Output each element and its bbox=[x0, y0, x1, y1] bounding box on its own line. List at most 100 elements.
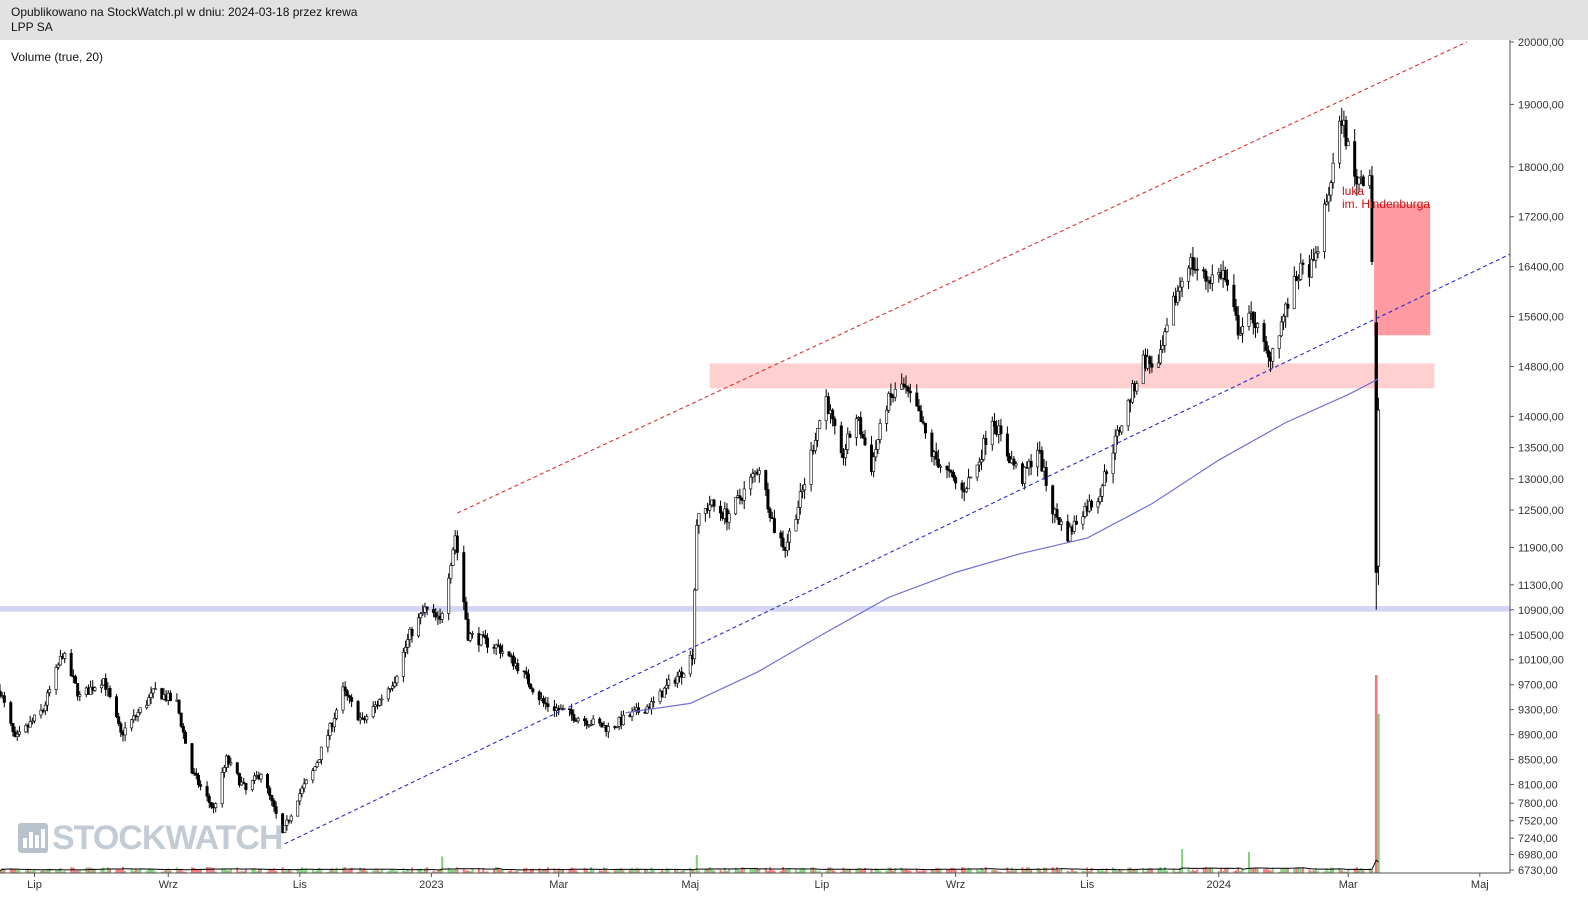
volume-bar bbox=[1105, 868, 1108, 873]
volume-bar bbox=[335, 867, 338, 873]
candle-body bbox=[977, 461, 981, 466]
candle-body bbox=[785, 541, 789, 551]
volume-bar bbox=[902, 869, 905, 873]
volume-bar bbox=[587, 871, 590, 873]
volume-bar bbox=[1015, 869, 1018, 873]
volume-bar bbox=[915, 868, 918, 873]
volume-bar bbox=[152, 868, 155, 873]
volume-bar bbox=[1250, 867, 1253, 873]
volume-bar bbox=[1073, 870, 1076, 873]
volume-bar bbox=[674, 869, 677, 873]
candle-body bbox=[1247, 312, 1251, 327]
volume-bar bbox=[529, 869, 532, 873]
gap-annotation-line1: luka bbox=[1342, 184, 1365, 198]
trend-lines-layer bbox=[284, 41, 1511, 845]
volume-bar bbox=[900, 867, 903, 873]
candle-body bbox=[147, 697, 151, 706]
volume-bar bbox=[1146, 868, 1149, 873]
candle-body bbox=[229, 762, 233, 765]
volume-bar bbox=[61, 871, 64, 873]
candle-body bbox=[151, 688, 155, 694]
volume-bar bbox=[1142, 868, 1145, 873]
candle-body bbox=[516, 663, 520, 672]
candle-body bbox=[380, 698, 384, 701]
volume-bar bbox=[145, 870, 148, 873]
candle-body bbox=[1115, 429, 1119, 437]
candle-body bbox=[572, 714, 576, 721]
volume-bar bbox=[106, 867, 109, 873]
volume-bar bbox=[933, 869, 936, 873]
candle-body bbox=[615, 726, 619, 728]
volume-bar bbox=[646, 869, 649, 873]
candle-body bbox=[209, 802, 213, 808]
volume-bar bbox=[799, 869, 802, 873]
volume-bar bbox=[1202, 867, 1205, 873]
volume-bar bbox=[393, 870, 396, 873]
candle-body bbox=[356, 701, 360, 721]
volume-bar bbox=[909, 870, 912, 873]
y-tick-label: 11300,00 bbox=[1518, 580, 1563, 592]
volume-bar bbox=[605, 868, 608, 873]
volume-bar bbox=[223, 869, 226, 873]
volume-bar bbox=[1308, 869, 1311, 873]
candle-body bbox=[0, 690, 2, 697]
volume-bar bbox=[689, 867, 692, 873]
volume-bar bbox=[801, 867, 804, 873]
candle-body bbox=[930, 432, 934, 457]
candle-body bbox=[794, 519, 798, 532]
volume-bar bbox=[514, 870, 517, 873]
volume-bar bbox=[348, 868, 351, 873]
candle-body bbox=[315, 762, 319, 768]
zones-layer bbox=[0, 204, 1510, 612]
candle-body bbox=[74, 676, 78, 684]
candle-body bbox=[237, 773, 241, 786]
volume-bar bbox=[950, 867, 953, 873]
candle-body bbox=[265, 774, 269, 789]
volume-spike-bar bbox=[1377, 714, 1380, 873]
volume-bar bbox=[333, 870, 336, 873]
candle-body bbox=[395, 676, 399, 684]
volume-bar bbox=[492, 868, 495, 873]
candle-body bbox=[410, 628, 414, 637]
candle-body bbox=[889, 393, 893, 397]
candle-body bbox=[576, 718, 580, 722]
y-tick-label: 19000,00 bbox=[1518, 99, 1564, 111]
candle-body bbox=[145, 704, 149, 709]
volume-bar bbox=[997, 871, 1000, 873]
candle-body bbox=[738, 495, 742, 499]
candle-body bbox=[24, 725, 28, 733]
candle-body bbox=[391, 685, 395, 689]
x-tick-label: Wrz bbox=[159, 879, 178, 891]
volume-bar bbox=[1314, 868, 1317, 873]
candle-body bbox=[1262, 323, 1266, 342]
candle-body bbox=[1100, 485, 1104, 497]
volume-bar bbox=[3, 868, 6, 873]
candle-body bbox=[1292, 276, 1296, 309]
volume-bar bbox=[924, 870, 927, 873]
candle-body bbox=[982, 438, 986, 460]
volume-indicator-label: Volume (true, 20) bbox=[11, 50, 104, 64]
y-tick-label: 8500,00 bbox=[1518, 755, 1558, 767]
volume-bar bbox=[482, 869, 485, 873]
volume-bar bbox=[326, 871, 329, 873]
candle-body bbox=[662, 687, 666, 698]
volume-bar bbox=[42, 869, 45, 873]
candle-body bbox=[89, 686, 93, 695]
volume-bar bbox=[1144, 871, 1147, 873]
candle-body bbox=[697, 513, 701, 526]
candle-body bbox=[1171, 295, 1175, 326]
volume-bar bbox=[225, 869, 228, 873]
volume-bar bbox=[305, 868, 308, 873]
candle-body bbox=[1370, 175, 1374, 262]
volume-bar bbox=[344, 867, 347, 873]
candle-body bbox=[28, 721, 32, 728]
candle-body bbox=[863, 437, 867, 446]
candle-body bbox=[1297, 279, 1301, 282]
volume-bar bbox=[1207, 867, 1209, 873]
volume-bar bbox=[751, 868, 754, 873]
candle-body bbox=[1187, 267, 1191, 282]
candle-body bbox=[76, 683, 80, 697]
volume-bar bbox=[786, 868, 789, 873]
x-tick-label: Mar bbox=[1339, 879, 1358, 891]
x-tick-label: Lis bbox=[1080, 879, 1095, 891]
